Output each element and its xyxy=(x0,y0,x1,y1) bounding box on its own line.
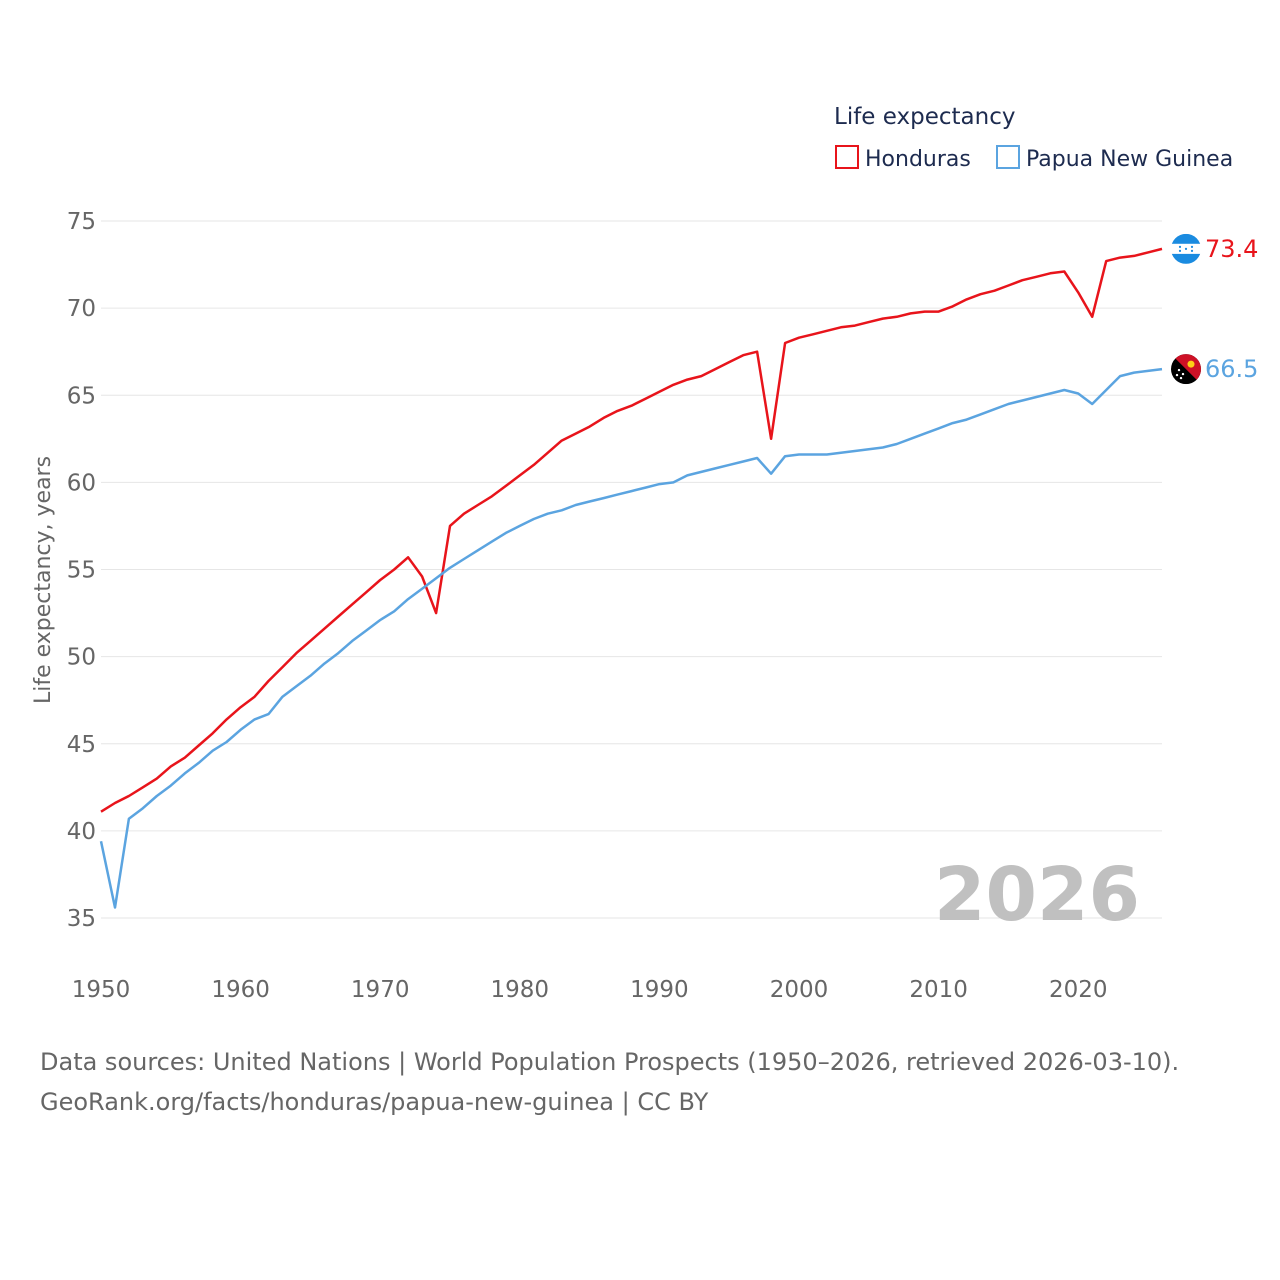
series-line-papua-new-guinea[interactable] xyxy=(99,367,1163,909)
gridlines xyxy=(101,220,1162,919)
legend-label-papua-new-guinea[interactable]: Papua New Guinea xyxy=(1026,147,1233,172)
honduras-flag-icon xyxy=(1171,233,1201,264)
y-tick-label-40: 40 xyxy=(67,819,96,845)
legend-label-honduras[interactable]: Honduras xyxy=(865,147,971,172)
y-axis-label: Life expectancy, years xyxy=(31,456,56,704)
x-tick-label-2020: 2020 xyxy=(1049,977,1108,1003)
y-tick-label-70: 70 xyxy=(67,296,96,322)
legend: Life expectancy Honduras Papua New Guine… xyxy=(834,104,1233,172)
end-value-label-honduras: 73.4 xyxy=(1205,235,1258,263)
x-tick-label-1990: 1990 xyxy=(630,977,689,1003)
y-tick-label-55: 55 xyxy=(67,558,96,584)
x-tick-label-2000: 2000 xyxy=(770,977,829,1003)
x-tick-label-1980: 1980 xyxy=(491,977,550,1003)
x-tick-label-1950: 1950 xyxy=(72,977,131,1003)
x-axis-ticks: 1950 1960 1970 1980 1990 2000 2010 2020 xyxy=(72,977,1108,1003)
source-note: Data sources: United Nations | World Pop… xyxy=(40,1042,1179,1122)
series-line-honduras[interactable] xyxy=(100,247,1163,813)
y-tick-label-45: 45 xyxy=(67,732,96,758)
legend-title: Life expectancy xyxy=(834,104,1015,130)
legend-swatch-papua-new-guinea[interactable] xyxy=(996,145,1020,169)
y-tick-label-65: 65 xyxy=(67,383,96,409)
y-tick-label-75: 75 xyxy=(67,209,96,235)
year-watermark: 2026 xyxy=(934,852,1140,938)
x-tick-label-2010: 2010 xyxy=(909,977,968,1003)
papua-new-guinea-flag-icon xyxy=(1171,354,1201,385)
end-value-label-papua-new-guinea: 66.5 xyxy=(1205,355,1258,383)
y-tick-label-50: 50 xyxy=(67,645,96,671)
end-markers: 73.4 66.5 xyxy=(1171,233,1258,385)
legend-swatch-honduras[interactable] xyxy=(835,145,859,169)
y-tick-label-35: 35 xyxy=(67,906,96,932)
y-tick-label-60: 60 xyxy=(67,470,96,496)
y-axis-ticks: 35 40 45 50 55 60 65 70 75 xyxy=(67,209,96,932)
x-tick-label-1970: 1970 xyxy=(351,977,410,1003)
series-lines xyxy=(99,247,1163,909)
x-tick-label-1960: 1960 xyxy=(211,977,270,1003)
data-sources-text: Data sources: United Nations | World Pop… xyxy=(40,1048,1180,1076)
credit-link[interactable]: GeoRank.org/facts/honduras/papua-new-gui… xyxy=(40,1088,709,1116)
